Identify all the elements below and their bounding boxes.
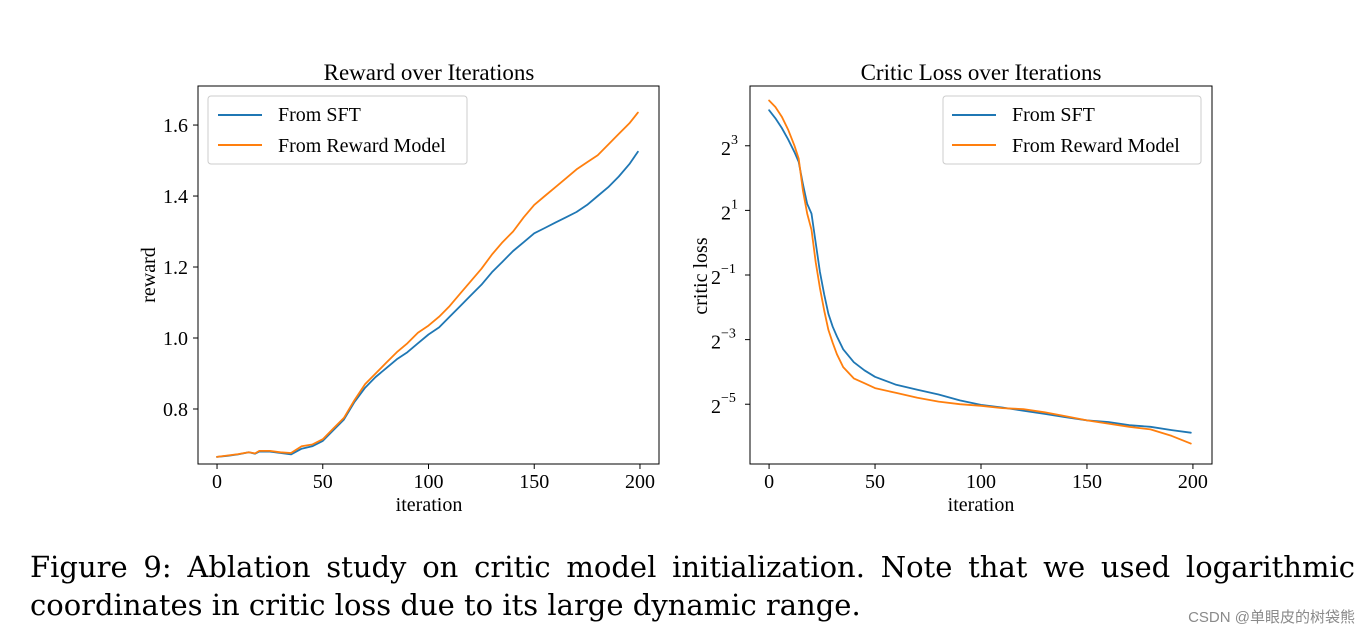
- x-axis-label: iteration: [396, 494, 463, 516]
- x-tick-label: 200: [1178, 471, 1208, 493]
- chart-title: Reward over Iterations: [324, 60, 535, 85]
- figure: Reward over Iterations 0 50 100 150 2000.81.…: [138, 60, 1213, 516]
- y-axis-label: critic loss: [690, 237, 712, 314]
- x-axis-label: iteration: [948, 494, 1015, 516]
- x-tick-label: 100: [414, 471, 444, 493]
- legend-label-from-sft: From SFT: [278, 104, 361, 126]
- figure-caption: Figure 9: Ablation study on critic model…: [30, 548, 1355, 624]
- y-tick-exponent: −1: [721, 262, 736, 277]
- series-line-from-reward-model: [216, 111, 639, 458]
- y-tick-exponent: −3: [721, 327, 736, 342]
- critic-loss-chart: Critic Loss over Iterations 0 50 100 150 200…: [690, 60, 1213, 516]
- x-tick-label: 0: [212, 471, 222, 493]
- x-tick-label: 50: [313, 471, 333, 493]
- y-tick-label: 1.4: [163, 186, 188, 208]
- axes-frame: [197, 85, 660, 465]
- series-line-from-sft: [216, 150, 639, 458]
- y-tick-label: 1.6: [163, 115, 188, 137]
- y-tick-label: 2: [721, 138, 731, 160]
- x-tick-label: 100: [966, 471, 996, 493]
- y-tick-exponent: 1: [731, 197, 738, 212]
- x-tick-label: 150: [1072, 471, 1102, 493]
- legend-box: [207, 95, 468, 165]
- y-axis-label: reward: [138, 247, 160, 303]
- legend: From SFT From Reward Model: [942, 95, 1202, 165]
- watermark: CSDN @单眼皮的树袋熊: [1188, 609, 1355, 626]
- y-tick-label: 1.2: [163, 257, 188, 279]
- y-tick-label: 2: [711, 332, 721, 354]
- y-tick-label: 2: [721, 202, 731, 224]
- y-tick-exponent: −5: [721, 391, 736, 406]
- legend-label-from-reward-model: From Reward Model: [1012, 135, 1180, 157]
- chart-title: Critic Loss over Iterations: [861, 60, 1102, 85]
- y-tick-exponent: 3: [731, 133, 738, 148]
- caption-line-2: coordinates in critic loss due to its la…: [30, 588, 861, 622]
- y-tick-label: 2: [711, 396, 721, 418]
- axes-frame: [749, 85, 1213, 465]
- plot-area: 0 50 100 150 200 0.8 1.0 1.2 1.4 1.6: [163, 111, 655, 493]
- legend: From SFT From Reward Model: [207, 95, 468, 165]
- series-line-from-reward-model: [768, 99, 1192, 445]
- x-tick-label: 50: [865, 471, 885, 493]
- y-tick-label: 2: [711, 267, 721, 289]
- y-tick-label: 1.0: [163, 328, 188, 350]
- x-tick-label: 0: [764, 471, 774, 493]
- x-tick-label: 200: [625, 471, 655, 493]
- legend-box: [942, 95, 1202, 165]
- legend-label-from-reward-model: From Reward Model: [278, 135, 446, 157]
- legend-label-from-sft: From SFT: [1012, 104, 1095, 126]
- caption-line-1: Figure 9: Ablation study on critic model…: [30, 550, 1355, 584]
- y-tick-label: 0.8: [163, 399, 188, 421]
- reward-chart: Reward over Iterations 0 50 100 150 200 0.8 1.…: [138, 60, 660, 516]
- x-tick-label: 150: [519, 471, 549, 493]
